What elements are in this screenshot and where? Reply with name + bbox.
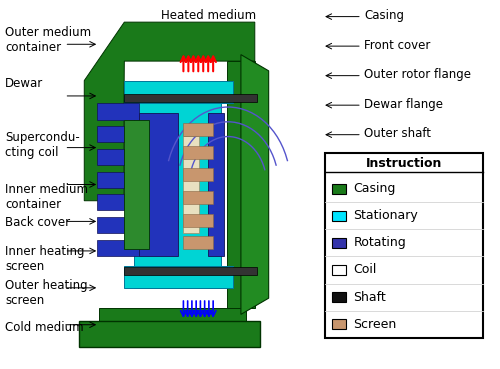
- Text: Back cover: Back cover: [5, 216, 70, 229]
- Polygon shape: [124, 266, 232, 289]
- Text: Supercondu-
cting coil: Supercondu- cting coil: [5, 131, 80, 159]
- Text: Screen: Screen: [354, 318, 397, 331]
- Bar: [332, 319, 346, 329]
- Polygon shape: [96, 126, 139, 142]
- Polygon shape: [96, 194, 139, 210]
- Bar: [332, 265, 346, 275]
- Text: Outer heating
screen: Outer heating screen: [5, 279, 87, 307]
- Polygon shape: [124, 80, 232, 103]
- Bar: [332, 292, 346, 302]
- Bar: [324, 153, 484, 338]
- Polygon shape: [99, 308, 246, 347]
- Polygon shape: [96, 149, 139, 165]
- Text: Inner medium
container: Inner medium container: [5, 183, 88, 211]
- Polygon shape: [139, 113, 178, 256]
- Text: Dewar flange: Dewar flange: [364, 98, 444, 111]
- Polygon shape: [184, 214, 213, 227]
- Text: Outer shaft: Outer shaft: [364, 127, 432, 140]
- Text: Stationary: Stationary: [354, 209, 418, 223]
- Polygon shape: [80, 321, 260, 347]
- Text: Rotating: Rotating: [354, 237, 406, 249]
- Text: Casing: Casing: [354, 182, 396, 195]
- Text: Instruction: Instruction: [366, 157, 442, 170]
- Polygon shape: [227, 61, 255, 308]
- Text: Front cover: Front cover: [364, 39, 430, 52]
- Text: Coil: Coil: [354, 263, 377, 276]
- Polygon shape: [134, 94, 222, 289]
- Text: Casing: Casing: [364, 9, 405, 22]
- Bar: [124, 267, 257, 275]
- Polygon shape: [96, 240, 139, 256]
- Polygon shape: [184, 168, 213, 181]
- Text: Heated medium: Heated medium: [160, 9, 256, 22]
- Polygon shape: [184, 237, 213, 249]
- Text: Inner heating
screen: Inner heating screen: [5, 245, 84, 273]
- Polygon shape: [184, 136, 200, 233]
- Text: Inner shaft: Inner shaft: [364, 157, 428, 170]
- Text: Shaft: Shaft: [354, 290, 386, 304]
- Text: Outer medium
container: Outer medium container: [5, 26, 91, 54]
- Polygon shape: [124, 120, 148, 249]
- Text: Cold medium: Cold medium: [5, 321, 84, 334]
- Polygon shape: [96, 172, 139, 188]
- Polygon shape: [184, 123, 213, 136]
- Bar: [332, 184, 346, 194]
- Polygon shape: [84, 22, 255, 201]
- Polygon shape: [184, 191, 213, 204]
- Bar: [124, 94, 257, 102]
- Text: Outer rotor flange: Outer rotor flange: [364, 68, 472, 81]
- Polygon shape: [241, 55, 268, 314]
- Polygon shape: [96, 217, 139, 233]
- Bar: [332, 211, 346, 221]
- Polygon shape: [184, 145, 213, 159]
- Text: Dewar: Dewar: [5, 77, 43, 90]
- Polygon shape: [208, 113, 224, 256]
- Polygon shape: [96, 103, 139, 120]
- Bar: [332, 238, 346, 248]
